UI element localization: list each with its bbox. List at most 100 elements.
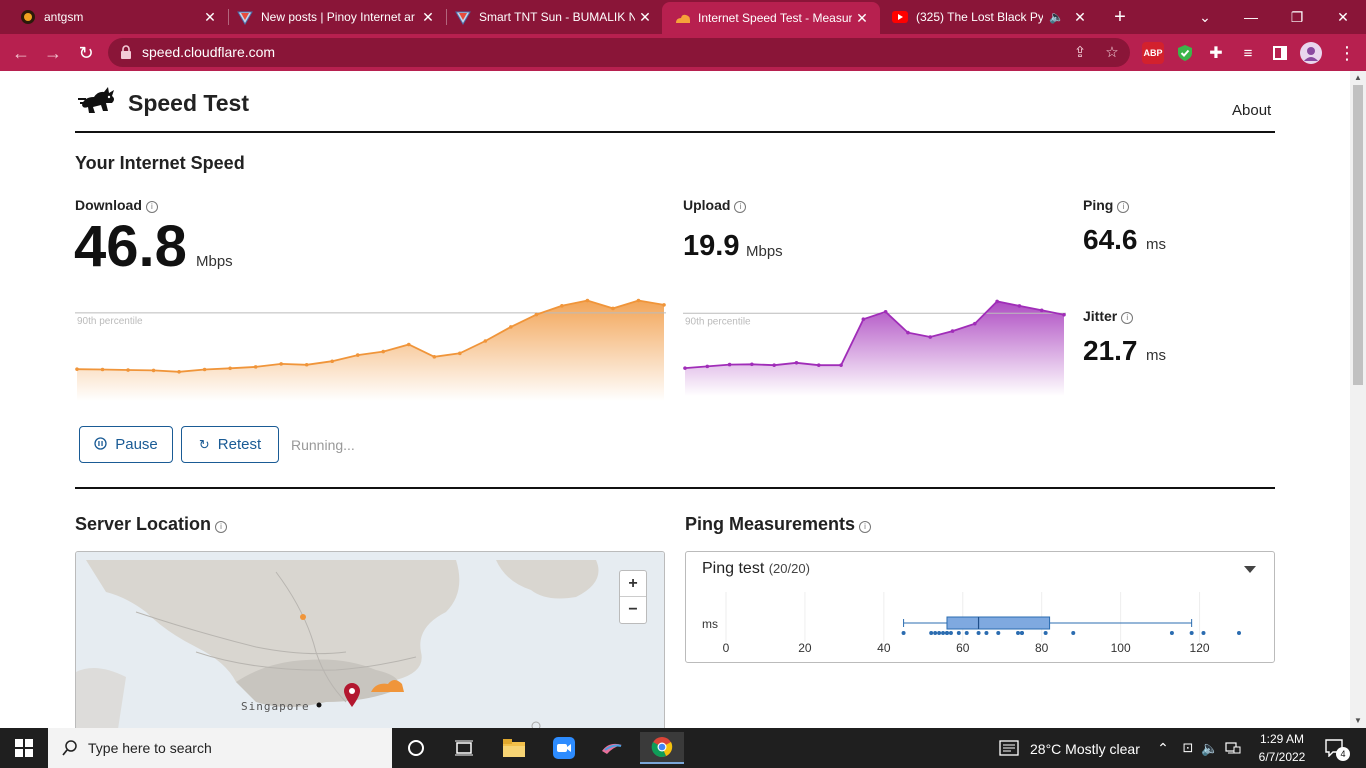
tab-search-chevron-icon[interactable]: ⌄ [1199,8,1211,25]
notification-count-badge[interactable]: 4 [1336,747,1350,761]
download-value: 46.8 [74,214,187,279]
zoom-app-icon[interactable] [542,732,586,764]
upload-point [683,366,687,370]
pause-button[interactable]: Pause [79,426,173,463]
ping-sample-point [933,631,938,635]
shield-check-icon[interactable] [1174,42,1196,64]
info-icon[interactable]: i [145,201,158,213]
download-point [534,312,539,317]
forward-arrow-icon[interactable]: → [44,43,62,63]
download-point [228,366,232,371]
expand-caret-icon[interactable] [1244,566,1256,573]
jitter-value: 21.7 [1083,335,1138,366]
ping-tick-label: 60 [956,641,970,655]
weather-icon[interactable] [994,732,1024,764]
ping-tick-label: 120 [1190,641,1210,655]
ping-sample-point [929,631,934,635]
address-bar[interactable]: speed.cloudflare.com ⇪ ☆ [108,38,1130,67]
upload-point [973,321,977,326]
pause-icon [94,436,107,453]
info-icon[interactable]: i [734,201,747,213]
tab-title: New posts | Pinoy Internet ar [261,10,415,24]
info-icon[interactable]: i [215,521,228,533]
chrome-app-icon[interactable] [640,732,684,764]
section-divider [75,487,1275,489]
info-icon[interactable]: i [859,521,872,533]
browser-menu-icon[interactable]: ⋮ [1338,43,1356,63]
zoom-in-button[interactable]: + [620,571,646,597]
download-point [279,362,283,366]
meet-now-icon[interactable]: ⊡ [1182,740,1194,755]
tab-speed-test[interactable]: Internet Speed Test - Measur ✕ [662,2,880,34]
upload-line [684,300,1065,369]
scrollbar-thumb[interactable] [1353,85,1363,385]
ping-tick-label: 80 [1035,641,1049,655]
upload-label-text: Upload [683,197,731,213]
close-tab-icon[interactable]: ✕ [856,9,868,26]
close-window-icon[interactable]: ✕ [1337,8,1349,25]
ping-sample-point [1169,631,1174,635]
upload-chart: 90th percentile [683,299,1066,396]
clock-date[interactable]: 6/7/2022 [1258,750,1306,764]
ping-sample-point [941,631,946,635]
upload-point [950,329,955,333]
about-link[interactable]: About [1232,102,1272,119]
page-scrollbar[interactable]: ▲ ▼ [1350,71,1366,728]
map-zoom-control: + − [619,570,647,624]
retest-button[interactable]: ↻ Retest [181,426,279,463]
close-tab-icon[interactable]: ✕ [204,8,216,25]
map-pin-icon[interactable] [342,682,362,708]
restore-icon[interactable]: ❐ [1290,8,1304,25]
tab-antgsm[interactable]: antgsm ✕ [0,0,228,34]
back-arrow-icon[interactable]: ← [12,43,30,63]
server-location-map[interactable]: Singapore + − [75,551,665,728]
network-icon[interactable] [1220,732,1246,764]
download-point [662,303,666,307]
weather-text[interactable]: 28°C Mostly clear [1030,741,1140,757]
info-icon[interactable]: i [1121,312,1134,324]
share-icon[interactable]: ⇪ [1073,44,1087,61]
cortana-circle-icon[interactable] [394,732,438,764]
download-point [611,306,615,311]
task-view-icon[interactable] [442,732,486,764]
cloudflare-favicon-icon [674,10,690,26]
tab-pinoy-internet[interactable]: New posts | Pinoy Internet ar ✕ [217,0,446,34]
file-explorer-icon[interactable] [492,732,536,764]
scroll-up-arrow-icon[interactable]: ▲ [1354,73,1362,82]
tab-title: Smart TNT Sun - BUMALIK N [479,10,635,24]
scroll-down-arrow-icon[interactable]: ▼ [1354,716,1362,725]
reload-icon[interactable]: ↻ [78,43,94,63]
side-panel-icon[interactable] [1269,42,1291,64]
adblock-plus-icon[interactable]: ABP [1142,42,1164,64]
notification-center-icon[interactable] [1318,732,1352,764]
ping-unit: ms [1146,236,1166,253]
ping-test-header[interactable]: Ping test (20/20) [702,560,810,578]
rabbit-logo-icon [78,87,114,113]
tab-youtube[interactable]: (325) The Lost Black Pyra 🔈 ✕ [880,0,1098,34]
download-point [151,368,156,373]
ping-tick-label: 0 [723,641,730,655]
volume-icon[interactable]: 🔈 [1201,739,1219,756]
zoom-out-button[interactable]: − [628,601,638,618]
close-tab-icon[interactable]: ✕ [422,8,434,25]
feather-app-icon[interactable] [590,732,634,764]
show-hidden-icons-chevron-icon[interactable]: ⌃ [1157,739,1169,756]
taskbar-search-box[interactable]: Type here to search [48,728,392,768]
close-tab-icon[interactable]: ✕ [1074,8,1086,25]
minimize-icon[interactable]: — [1244,9,1258,25]
tab-smart-tnt[interactable]: Smart TNT Sun - BUMALIK N ✕ [435,0,663,34]
download-point [381,349,386,354]
ping-sample-point [948,631,953,635]
clock-time[interactable]: 1:29 AM [1259,732,1305,746]
new-tab-button[interactable]: + [1114,6,1126,28]
windows-start-icon[interactable] [2,732,46,764]
media-queue-icon[interactable]: ≡ [1243,44,1253,62]
profile-avatar[interactable] [1300,42,1322,64]
extensions-puzzle-icon[interactable]: ✚ [1209,45,1223,62]
pause-label: Pause [115,436,158,453]
download-point [432,355,437,359]
bookmark-star-icon[interactable]: ☆ [1105,44,1119,61]
audio-playing-icon[interactable]: 🔈 [1049,10,1064,24]
info-icon[interactable]: i [1117,201,1130,213]
close-tab-icon[interactable]: ✕ [639,8,651,25]
